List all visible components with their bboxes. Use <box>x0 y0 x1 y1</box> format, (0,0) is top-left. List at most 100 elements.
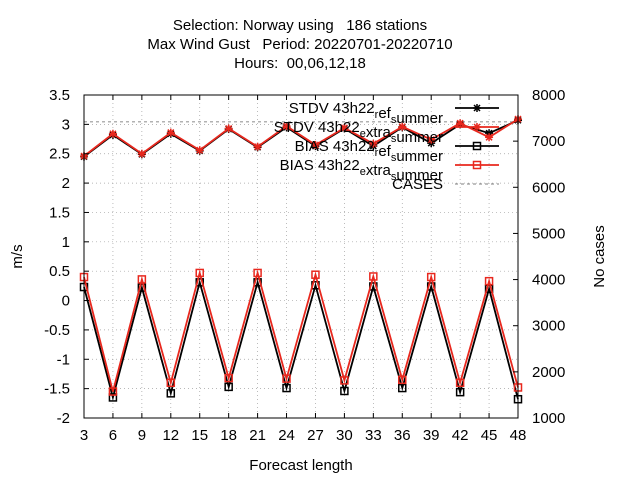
legend-label-part: STDV 43h22 <box>274 119 360 136</box>
marker-stroke <box>398 123 406 131</box>
y2-tick-label: 8000 <box>532 87 565 104</box>
data-point <box>340 376 349 385</box>
title-line: Max Wind Gust Period: 20220701-20220710 <box>147 36 452 53</box>
marker-stroke <box>109 130 117 138</box>
x-tick-label: 27 <box>307 427 324 444</box>
legend-label: BIAS 43h22extrasummer <box>280 157 443 184</box>
data-point <box>456 119 465 128</box>
legend-label-part: ummer <box>396 167 443 184</box>
y2-axis-label: No cases <box>591 225 608 288</box>
data-point <box>108 393 118 402</box>
marker-stroke <box>456 119 464 127</box>
data-point <box>311 270 320 279</box>
y-tick-label: 3.5 <box>49 87 70 104</box>
data-point <box>340 386 349 396</box>
legend-label-part: BIAS 43h22 <box>280 157 360 174</box>
legend-label-part: s <box>391 114 397 126</box>
marker-stroke <box>473 104 481 112</box>
data-point <box>195 268 204 278</box>
data-point <box>166 128 175 137</box>
data-point <box>427 135 436 144</box>
legend-label-part: s <box>391 171 397 183</box>
marker-stroke <box>225 124 233 133</box>
data-point <box>224 124 233 133</box>
legend-label-part: r <box>375 147 379 159</box>
data-point <box>473 123 481 131</box>
legend-label-part: r <box>375 109 379 121</box>
x-tick-label: 30 <box>336 427 353 444</box>
x-tick-label: 48 <box>510 427 527 444</box>
x-tick-label: 18 <box>220 427 237 444</box>
legend-label-part: ummer <box>396 110 443 127</box>
marker-stroke <box>167 129 175 137</box>
y2-tick-label: 6000 <box>532 179 565 196</box>
y2-tick-label: 2000 <box>532 364 565 381</box>
data-point <box>108 387 118 396</box>
data-point <box>398 383 407 393</box>
y2-tick-label: 5000 <box>532 225 565 242</box>
data-point <box>455 387 465 397</box>
x-tick-label: 6 <box>109 427 117 444</box>
x-tick-label: 42 <box>452 427 469 444</box>
data-point <box>398 122 407 131</box>
data-point <box>473 104 481 112</box>
legend-label-part: e <box>360 166 366 178</box>
x-tick-label: 15 <box>191 427 208 444</box>
legend-label: CASES <box>392 176 443 193</box>
x-tick-label: 45 <box>481 427 498 444</box>
series-3 <box>79 268 523 396</box>
marker-stroke <box>254 143 262 151</box>
data-point <box>166 378 176 388</box>
y2-tick-label: 7000 <box>532 133 565 150</box>
title-line: Selection: Norway using 186 stations <box>173 17 427 34</box>
legend-label-part: ef <box>378 105 391 122</box>
data-point <box>369 139 378 148</box>
axis-ticks: 3 6 9 12 15 18 21 24 27 30 33 36 39 42 45 48-2-1.5-1-0.… <box>44 87 565 444</box>
legend-label-part: e <box>360 128 366 140</box>
data-point <box>195 146 204 155</box>
legend-label-part: s <box>391 133 397 145</box>
data-point <box>137 149 146 158</box>
data-point <box>282 374 291 383</box>
data-point <box>224 382 233 392</box>
legend-label-part: BIAS 43h22 <box>295 138 375 155</box>
data-point <box>282 383 291 393</box>
data-point <box>398 375 407 385</box>
y2-tick-label: 4000 <box>532 272 565 289</box>
y2-tick-label: 1000 <box>532 410 565 427</box>
legend-label-part: ummer <box>396 148 443 165</box>
y-tick-label: -2 <box>57 410 70 427</box>
x-tick-label: 33 <box>365 427 382 444</box>
x-axis-label: Forecast length <box>249 457 352 474</box>
data-point <box>253 268 262 278</box>
legend-label-part: STDV 43h22 <box>289 100 375 117</box>
legend-label: STDV 43h22refsummer <box>289 100 443 127</box>
data-point <box>282 122 291 131</box>
marker-stroke <box>427 136 435 144</box>
data-point <box>340 123 349 132</box>
legend-label-part: ef <box>378 143 391 160</box>
title-line: Hours: 00,06,12,18 <box>234 55 366 72</box>
y-tick-label: -0.5 <box>44 322 70 339</box>
x-tick-label: 24 <box>278 427 295 444</box>
marker-stroke <box>473 123 481 131</box>
marker-stroke <box>138 150 146 158</box>
legend-label-part: ummer <box>396 129 443 146</box>
y-tick-label: 1 <box>62 234 70 251</box>
marker-stroke <box>340 124 348 132</box>
legend-label-part: xtra <box>366 162 392 179</box>
x-tick-label: 39 <box>423 427 440 444</box>
x-tick-label: 12 <box>162 427 179 444</box>
data-point <box>137 275 147 284</box>
marker-stroke <box>311 141 319 149</box>
y-tick-label: 0.5 <box>49 263 70 280</box>
data-point <box>369 272 378 281</box>
legend-label: STDV 43h22extrasummer <box>274 119 443 146</box>
x-tick-label: 3 <box>80 427 88 444</box>
data-point <box>224 373 233 383</box>
legend-label: BIAS 43h22refsummer <box>295 138 443 165</box>
legend-label-part: CASES <box>392 176 443 193</box>
chart-title: Selection: Norway using 186 stations Max … <box>147 17 452 72</box>
